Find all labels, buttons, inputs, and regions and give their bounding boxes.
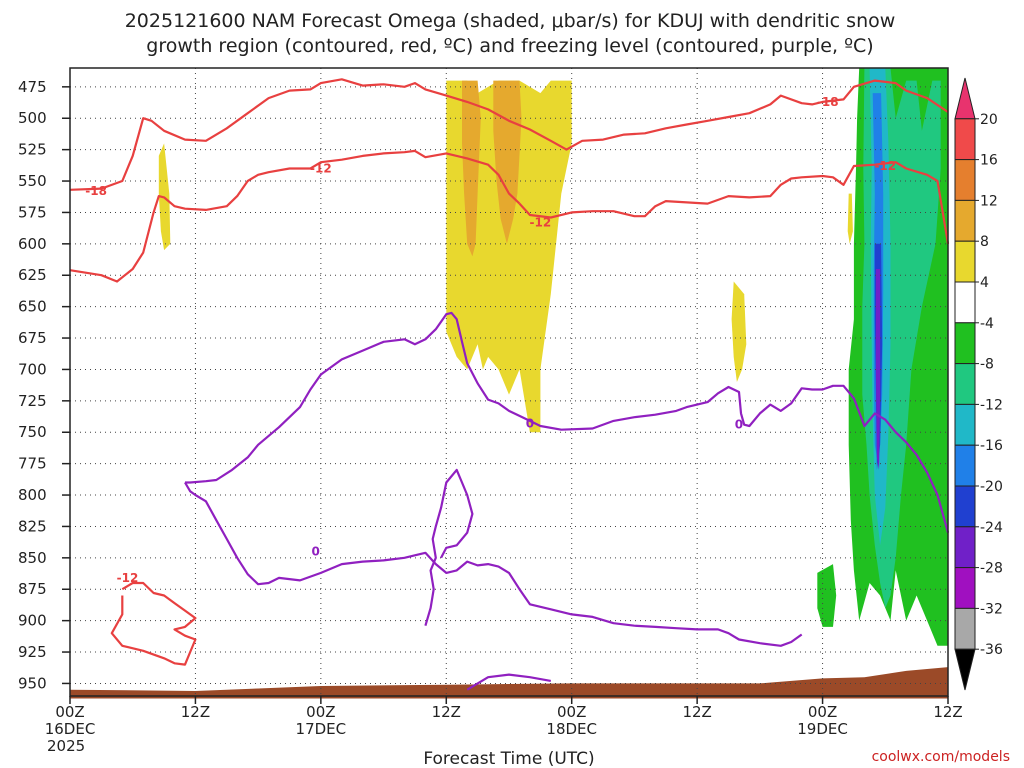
terrain xyxy=(70,667,948,699)
colorbar-label-7: -12 xyxy=(980,397,1003,413)
x-tick-label-0: 00Z xyxy=(55,703,84,721)
colorbar-top-arrow xyxy=(954,77,976,120)
colorbar: 20 16 12 8 4 -4 -8 -12 -16 -20 -24 -28 -32 -36 xyxy=(954,77,1003,691)
y-tick-label-750: 750 xyxy=(18,423,47,441)
x-tick-label-60: 12Z xyxy=(682,703,711,721)
dgz-blob-lower-label: -12 xyxy=(117,571,139,585)
plot-frame xyxy=(69,67,949,697)
y-tick-label-950: 950 xyxy=(18,674,47,692)
omega-green-lower xyxy=(817,564,837,627)
frz-line-main-label: 0 xyxy=(311,545,319,559)
x-tick-date-72: 19DEC xyxy=(797,720,848,738)
colorbar-label-12: -32 xyxy=(980,601,1003,617)
colorbar-swatch-8 xyxy=(954,403,976,446)
x-tick-label-24: 00Z xyxy=(306,703,335,721)
dgz-line-minus12-label: -12 xyxy=(310,161,332,175)
x-tick-date-24: 17DEC xyxy=(296,720,347,738)
dgz-line-minus18-lower xyxy=(69,149,521,283)
x-tick-label-36: 12Z xyxy=(432,703,461,721)
colorbar-bottom-arrow xyxy=(954,648,976,691)
y-tick-label-900: 900 xyxy=(18,612,47,630)
colorbar-swatch-3 xyxy=(954,199,976,242)
dgz-line-minus18-label: -18 xyxy=(85,184,107,198)
omega-orange-2 xyxy=(493,80,522,244)
colorbar-label-5: -4 xyxy=(980,316,994,332)
x-tick-year-0: 2025 xyxy=(47,737,85,755)
y-tick-label-700: 700 xyxy=(18,360,47,378)
frz-line-main-label2: 0 xyxy=(526,416,534,430)
y-tick-label-800: 800 xyxy=(18,486,47,504)
y-tick-label-550: 550 xyxy=(18,172,47,190)
omega-purple xyxy=(875,269,881,470)
y-tick-label-675: 675 xyxy=(18,329,47,347)
title-line-1: 2025121600 NAM Forecast Omega (shaded, μ… xyxy=(125,10,896,32)
x-axis-title: Forecast Time (UTC) xyxy=(423,749,594,768)
contour-labels: -18 -18 -12 -12 -12 0 0 0 -12 xyxy=(85,95,896,585)
y-tick-label-600: 600 xyxy=(18,235,47,253)
x-tick-label-12: 12Z xyxy=(181,703,210,721)
omega-shading xyxy=(70,68,948,699)
colorbar-swatch-5 xyxy=(954,281,976,324)
frz-line-main-label3: 0 xyxy=(735,418,743,432)
frz-line-main xyxy=(185,311,950,533)
colorbar-label-3: 8 xyxy=(980,234,989,250)
colorbar-swatch-7 xyxy=(954,363,976,405)
colorbar-swatch-13 xyxy=(954,607,976,650)
dgz-line-minus12 xyxy=(518,161,950,244)
chart-title: 2025121600 NAM Forecast Omega (shaded, μ… xyxy=(125,10,896,57)
frz-line-lower xyxy=(184,481,803,647)
colorbar-swatch-2 xyxy=(954,159,976,201)
dgz-line-minus12-label3: -12 xyxy=(874,159,896,173)
x-tick-date-48: 18DEC xyxy=(546,720,597,738)
colorbar-swatch-6 xyxy=(954,322,976,365)
y-tick-label-825: 825 xyxy=(18,517,47,535)
frz-line-blob xyxy=(424,468,474,627)
frz-line-bottom xyxy=(466,673,551,691)
colorbar-swatch-10 xyxy=(954,485,976,528)
omega-yellow-small4 xyxy=(847,193,853,244)
y-tick-label-625: 625 xyxy=(18,266,47,284)
x-tick-label-48: 00Z xyxy=(557,703,586,721)
y-tick-label-775: 775 xyxy=(18,455,47,473)
y-tick-label-725: 725 xyxy=(18,392,47,410)
y-tick-label-525: 525 xyxy=(18,141,47,159)
colorbar-swatch-12 xyxy=(954,567,976,609)
dgz-line-minus18 xyxy=(69,78,949,191)
y-tick-label-875: 875 xyxy=(18,580,47,598)
credit-text: coolwx.com/models xyxy=(872,749,1010,765)
colorbar-label-6: -8 xyxy=(980,357,994,373)
title-line-2: growth region (contoured, red, ºC) and f… xyxy=(146,35,873,57)
colorbar-label-0: 20 xyxy=(980,112,998,128)
colorbar-swatch-11 xyxy=(954,526,976,569)
y-tick-label-850: 850 xyxy=(18,549,47,567)
dgz-blob-lower xyxy=(110,581,197,666)
x-tick-label-72: 00Z xyxy=(808,703,837,721)
y-tick-label-475: 475 xyxy=(18,78,47,96)
x-tick-date-0: 16DEC xyxy=(45,720,96,738)
y-axis: 475 500 525 550 575 600 625 650 675 700 725 750 775 8… xyxy=(18,78,70,692)
colorbar-label-1: 16 xyxy=(980,153,998,169)
colorbar-label-13: -36 xyxy=(980,642,1003,658)
contour-lines xyxy=(69,78,950,691)
y-tick-label-575: 575 xyxy=(18,203,47,221)
y-tick-label-650: 650 xyxy=(18,298,47,316)
plot-area: -18 -18 -12 -12 -12 0 0 0 -12 xyxy=(69,67,950,699)
colorbar-label-4: 4 xyxy=(980,275,989,291)
colorbar-swatch-1 xyxy=(954,118,976,161)
omega-orange-1 xyxy=(462,80,481,257)
colorbar-swatch-9 xyxy=(954,444,976,487)
y-tick-label-925: 925 xyxy=(18,643,47,661)
dgz-line-minus12-label2: -12 xyxy=(530,215,552,229)
colorbar-label-9: -20 xyxy=(980,479,1003,495)
x-tick-label-84: 12Z xyxy=(933,703,962,721)
colorbar-label-8: -16 xyxy=(980,438,1003,454)
dgz-line-minus18-label2: -18 xyxy=(817,95,839,109)
colorbar-label-11: -28 xyxy=(980,561,1003,577)
colorbar-swatch-4 xyxy=(954,240,976,283)
colorbar-label-10: -24 xyxy=(980,520,1003,536)
y-tick-label-500: 500 xyxy=(18,109,47,127)
colorbar-label-2: 12 xyxy=(980,193,998,209)
